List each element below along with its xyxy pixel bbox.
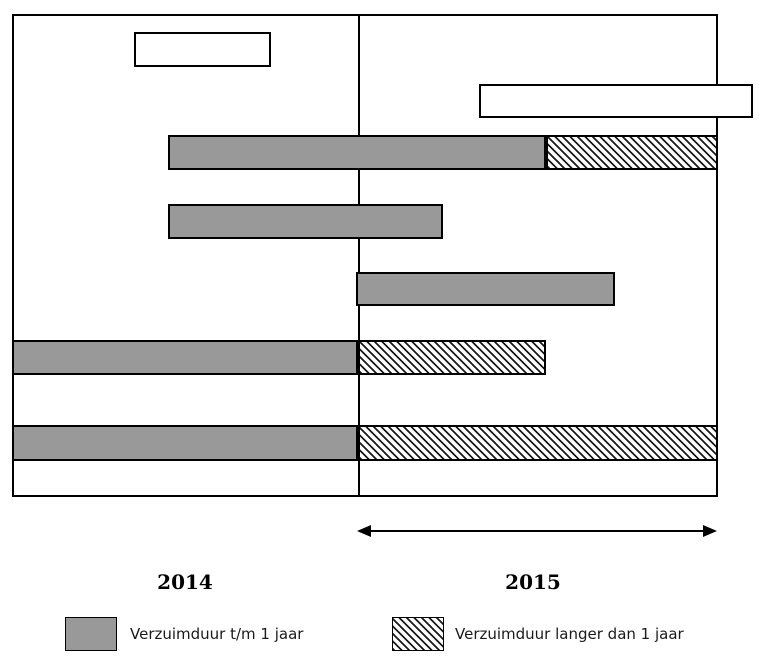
bar-4 bbox=[12, 340, 546, 375]
arrow-right-head-icon bbox=[703, 525, 717, 537]
year-label-2015: 2015 bbox=[505, 570, 561, 594]
bar-5 bbox=[12, 425, 718, 461]
bar-1 bbox=[168, 135, 718, 170]
legend-label-hatched: Verzuimduur langer dan 1 jaar bbox=[455, 625, 684, 643]
empty-label-box-1 bbox=[134, 32, 271, 67]
arrow-line bbox=[367, 530, 707, 532]
legend-swatch-hatched bbox=[392, 617, 444, 651]
bar-5-hatched-segment bbox=[358, 425, 718, 461]
legend-label-solid: Verzuimduur t/m 1 jaar bbox=[130, 625, 304, 643]
bar-2 bbox=[168, 204, 443, 239]
bar-2-solid-segment bbox=[168, 204, 443, 239]
bar-4-solid-segment bbox=[12, 340, 358, 375]
legend-swatch-solid bbox=[65, 617, 117, 651]
bar-3 bbox=[356, 272, 615, 306]
bar-3-solid-segment bbox=[356, 272, 615, 306]
year-divider-line bbox=[358, 16, 360, 495]
bar-5-solid-segment bbox=[12, 425, 358, 461]
arrow-left-head-icon bbox=[357, 525, 371, 537]
chart-area bbox=[12, 14, 753, 497]
bar-1-solid-segment bbox=[168, 135, 546, 170]
period-2015-arrow bbox=[357, 523, 717, 539]
bar-4-hatched-segment bbox=[358, 340, 546, 375]
empty-label-box-2 bbox=[479, 84, 753, 118]
legend: Verzuimduur t/m 1 jaar Verzuimduur lange… bbox=[0, 617, 766, 652]
year-label-2014: 2014 bbox=[157, 570, 213, 594]
bar-1-hatched-segment bbox=[546, 135, 718, 170]
